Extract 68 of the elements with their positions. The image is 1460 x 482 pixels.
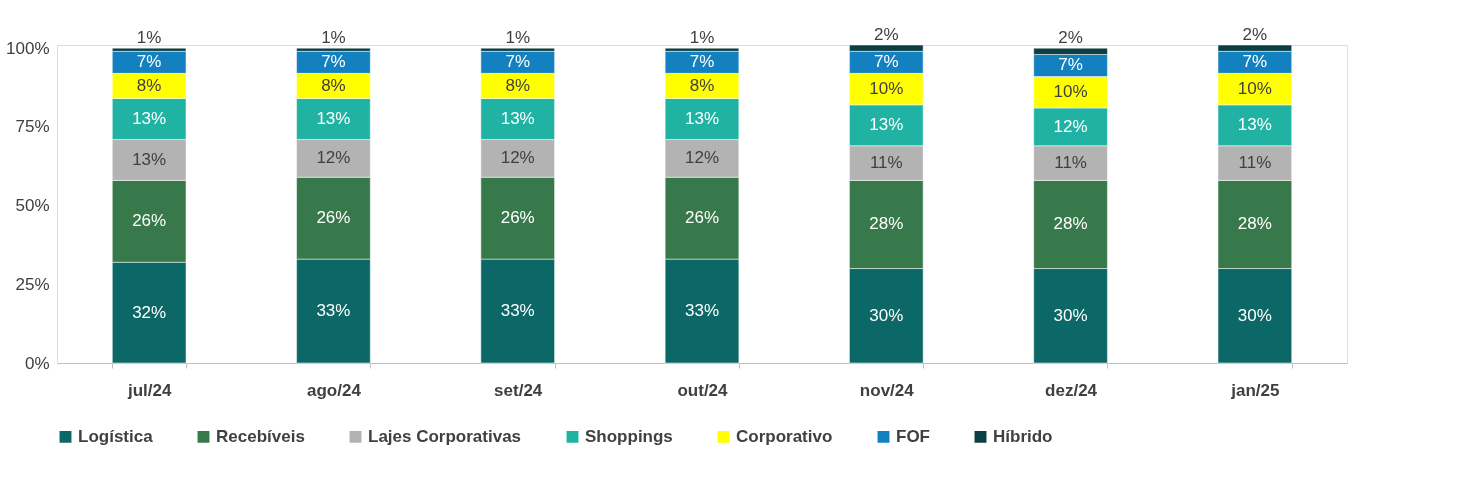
data-label: 13% xyxy=(684,108,720,128)
data-label: 7% xyxy=(505,52,530,72)
data-label: 13% xyxy=(316,108,351,128)
data-label: 1% xyxy=(321,28,346,48)
data-label: 7% xyxy=(1058,55,1083,75)
data-label: 1% xyxy=(136,28,162,48)
data-label: 13% xyxy=(1237,115,1272,135)
data-label: 8% xyxy=(505,75,530,95)
x-tick-label: out/24 xyxy=(677,380,729,400)
x-tick-label: dez/24 xyxy=(1045,380,1098,400)
data-label: 10% xyxy=(1237,79,1272,99)
data-label: 12% xyxy=(500,148,535,168)
x-tick-label: nov/24 xyxy=(859,380,915,400)
data-label: 28% xyxy=(869,214,904,234)
data-label: 7% xyxy=(136,52,162,72)
legend-label: Lajes Corporativas xyxy=(368,426,522,446)
data-label: 13% xyxy=(132,149,167,169)
legend-label: Híbrido xyxy=(993,426,1053,446)
data-label: 11% xyxy=(869,153,903,173)
data-label: 13% xyxy=(869,115,904,135)
data-label: 8% xyxy=(321,75,346,95)
data-label: 28% xyxy=(1053,214,1088,234)
data-label: 10% xyxy=(869,79,904,99)
data-label: 26% xyxy=(132,211,167,231)
data-label: 8% xyxy=(136,75,162,95)
x-tick-label: jan/25 xyxy=(1230,380,1280,400)
data-label: 26% xyxy=(684,208,720,228)
data-label: 13% xyxy=(132,108,167,128)
y-tick-label: 25% xyxy=(15,274,50,294)
data-label: 1% xyxy=(689,28,715,48)
data-label: 7% xyxy=(1242,52,1268,72)
data-label: 30% xyxy=(869,305,904,325)
legend-label: Shoppings xyxy=(585,426,673,446)
y-tick-label: 50% xyxy=(15,196,50,216)
data-label: 7% xyxy=(689,52,715,72)
legend-label: Logística xyxy=(78,426,154,446)
legend-label: FOF xyxy=(896,426,930,446)
x-tick-label: ago/24 xyxy=(307,380,362,400)
data-label: 30% xyxy=(1053,305,1088,325)
data-label: 26% xyxy=(500,208,535,228)
data-label: 26% xyxy=(316,208,351,228)
x-tick-label: set/24 xyxy=(494,380,543,400)
data-label: 12% xyxy=(1053,116,1088,136)
legend-label: Recebíveis xyxy=(216,426,305,446)
data-label: 2% xyxy=(874,25,899,44)
data-label: 33% xyxy=(500,301,535,321)
data-label: 12% xyxy=(316,148,351,168)
data-label: 10% xyxy=(1053,82,1088,102)
data-label: 11% xyxy=(1238,153,1272,173)
data-label: 11% xyxy=(1054,153,1087,173)
y-tick-label: 0% xyxy=(24,353,50,373)
data-label: 7% xyxy=(321,52,346,72)
data-label: 13% xyxy=(500,108,535,128)
data-label: 1% xyxy=(505,28,530,48)
data-label: 33% xyxy=(684,301,720,321)
data-label: 32% xyxy=(132,302,167,322)
y-tick-label: 75% xyxy=(15,117,50,137)
y-tick-label: 100% xyxy=(6,38,50,58)
data-label: 12% xyxy=(684,148,720,168)
x-tick-label: jul/24 xyxy=(126,380,172,400)
data-label: 28% xyxy=(1237,214,1272,234)
data-label: 33% xyxy=(316,301,351,321)
data-label: 2% xyxy=(1058,28,1083,48)
data-label: 7% xyxy=(874,52,899,72)
data-label: 8% xyxy=(689,75,715,95)
legend-label: Corporativo xyxy=(736,426,833,446)
data-label: 30% xyxy=(1237,305,1272,325)
data-label: 2% xyxy=(1242,25,1268,44)
